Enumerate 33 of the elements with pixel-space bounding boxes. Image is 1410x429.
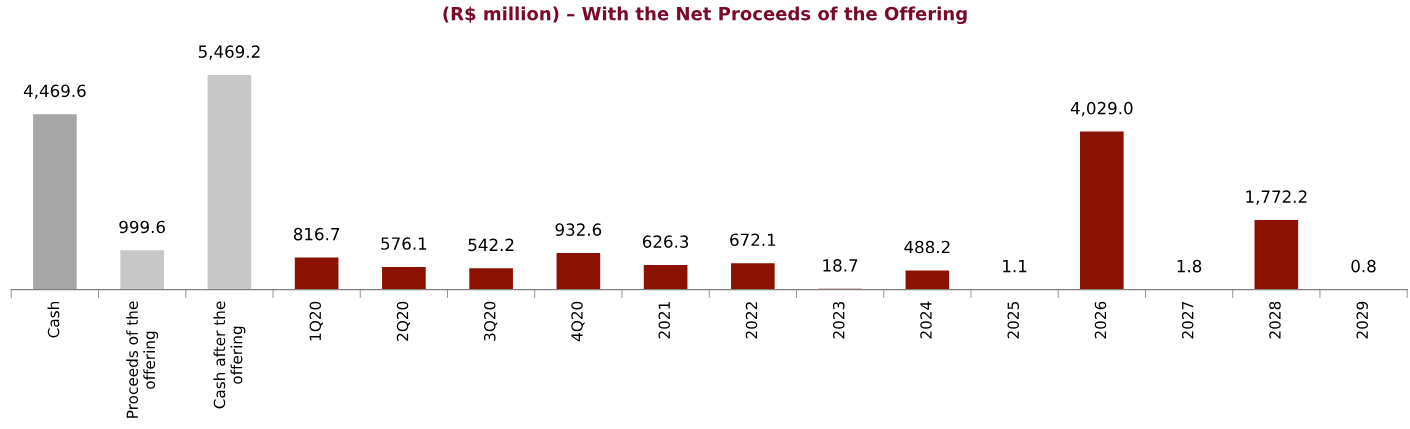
data-label: 1.1	[1003, 260, 1027, 273]
x-tick-label: 2027	[1181, 301, 1194, 339]
x-tick-label: 2024	[920, 301, 932, 339]
x-tick-label: 2022	[745, 302, 758, 339]
data-label: 542.2	[468, 238, 514, 252]
data-label: 488.2	[904, 240, 950, 254]
data-label: 1.8	[1177, 259, 1202, 273]
x-tick-label: 2021	[658, 302, 671, 339]
x-tick-label: 2028	[1269, 301, 1281, 339]
x-tick-label: 3Q20	[484, 301, 498, 341]
x-tick-label: 2026	[1094, 301, 1107, 339]
data-label: 1,772.2	[1246, 190, 1307, 205]
data-label: 999.6	[119, 220, 165, 234]
x-tick-label: 4Q20	[571, 301, 585, 342]
data-label: 816.7	[293, 227, 340, 241]
x-tick-label: Cash after the offering	[213, 301, 246, 409]
x-tick-label: 1Q20	[309, 301, 323, 341]
data-label: 626.3	[642, 235, 689, 248]
data-label: 672.1	[730, 233, 776, 247]
x-tick-label: 2029	[1356, 301, 1368, 339]
chart-title: (R$ million) – With the Net Proceeds of the Offering	[443, 6, 967, 25]
data-label: 0.8	[1351, 259, 1376, 273]
data-label: 5,469.2	[198, 45, 260, 60]
x-tick-label: Cash	[47, 301, 60, 338]
x-tick-label: Proceeds of the offering	[126, 301, 159, 418]
x-tick-label: 2Q20	[396, 301, 411, 341]
data-label: 18.7	[823, 259, 858, 272]
data-label: 4,029.0	[1070, 101, 1133, 117]
data-label: 4,469.6	[23, 84, 86, 99]
data-label: 932.6	[555, 223, 602, 236]
x-tick-label: 2025	[1007, 302, 1020, 339]
data-label: 576.1	[381, 237, 427, 250]
x-tick-label: 2023	[832, 301, 845, 339]
